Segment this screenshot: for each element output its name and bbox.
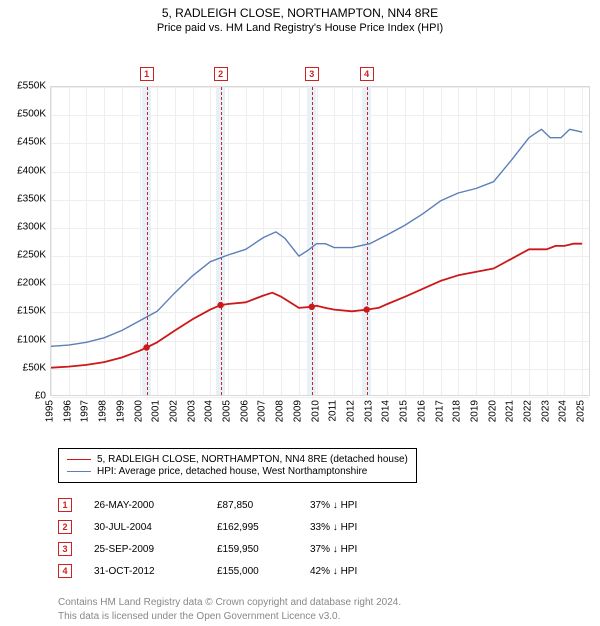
sale-marker-label: 1	[140, 67, 154, 81]
sales-row-marker: 1	[58, 498, 72, 512]
x-tick-label: 2000	[133, 400, 144, 422]
sales-row-diff: 37% ↓ HPI	[310, 544, 410, 555]
y-tick-label: £400K	[17, 165, 46, 176]
y-tick-label: £350K	[17, 193, 46, 204]
sales-table: 1 26-MAY-2000 £87,850 37% ↓ HPI 2 30-JUL-2004…	[58, 494, 410, 582]
y-tick-label: £200K	[17, 278, 46, 289]
sales-row-date: 26-MAY-2000	[94, 500, 199, 511]
x-tick-label: 2024	[558, 400, 569, 422]
chart-title: 5, RADLEIGH CLOSE, NORTHAMPTON, NN4 8RE	[0, 6, 600, 20]
x-tick-label: 2021	[505, 400, 516, 422]
sales-row-marker: 2	[58, 520, 72, 534]
sale-point	[143, 344, 149, 350]
legend-label: 5, RADLEIGH CLOSE, NORTHAMPTON, NN4 8RE …	[97, 454, 408, 465]
sales-row-price: £87,850	[217, 500, 292, 511]
sales-row-price: £159,950	[217, 544, 292, 555]
x-tick-label: 1998	[98, 400, 109, 422]
sales-row-price: £155,000	[217, 566, 292, 577]
y-tick-label: £250K	[17, 250, 46, 261]
sales-row-marker: 3	[58, 542, 72, 556]
sale-point	[364, 306, 370, 312]
sales-table-row: 2 30-JUL-2004 £162,995 33% ↓ HPI	[58, 516, 410, 538]
x-tick-label: 2018	[452, 400, 463, 422]
y-tick-label: £50K	[23, 362, 46, 373]
y-tick-label: £450K	[17, 137, 46, 148]
sales-row-date: 31-OCT-2012	[94, 566, 199, 577]
sales-row-price: £162,995	[217, 522, 292, 533]
legend-row: HPI: Average price, detached house, West…	[67, 466, 408, 477]
x-tick-label: 2002	[168, 400, 179, 422]
sales-table-row: 3 25-SEP-2009 £159,950 37% ↓ HPI	[58, 538, 410, 560]
x-tick-label: 1997	[80, 400, 91, 422]
sale-marker-label: 4	[360, 67, 374, 81]
x-tick-label: 2014	[381, 400, 392, 422]
legend-swatch	[67, 459, 91, 460]
x-tick-label: 2012	[345, 400, 356, 422]
x-tick-label: 2001	[151, 400, 162, 422]
sale-marker-label: 3	[305, 67, 319, 81]
x-tick-label: 1996	[62, 400, 73, 422]
legend-row: 5, RADLEIGH CLOSE, NORTHAMPTON, NN4 8RE …	[67, 454, 408, 465]
x-tick-label: 1999	[115, 400, 126, 422]
y-tick-label: £550K	[17, 81, 46, 92]
series-hpi	[51, 129, 582, 346]
x-tick-label: 2013	[363, 400, 374, 422]
x-tick-label: 2009	[292, 400, 303, 422]
y-tick-label: £300K	[17, 221, 46, 232]
x-tick-label: 2004	[204, 400, 215, 422]
chart-subtitle: Price paid vs. HM Land Registry's House …	[0, 22, 600, 34]
sales-row-marker: 4	[58, 564, 72, 578]
sales-row-diff: 42% ↓ HPI	[310, 566, 410, 577]
y-tick-label: £150K	[17, 306, 46, 317]
x-tick-label: 2023	[540, 400, 551, 422]
x-tick-label: 2008	[275, 400, 286, 422]
sales-row-date: 25-SEP-2009	[94, 544, 199, 555]
x-tick-label: 2025	[576, 400, 587, 422]
sale-point	[309, 304, 315, 310]
y-tick-label: £100K	[17, 334, 46, 345]
x-tick-label: 2020	[487, 400, 498, 422]
x-tick-label: 2019	[469, 400, 480, 422]
legend-swatch	[67, 471, 91, 472]
x-tick-label: 2016	[416, 400, 427, 422]
plot-area: 1234	[50, 86, 590, 396]
x-tick-label: 2015	[399, 400, 410, 422]
legend-label: HPI: Average price, detached house, West…	[97, 466, 367, 477]
sale-point	[217, 302, 223, 308]
x-tick-label: 2011	[328, 400, 339, 422]
x-tick-label: 2006	[239, 400, 250, 422]
sales-table-row: 4 31-OCT-2012 £155,000 42% ↓ HPI	[58, 560, 410, 582]
x-tick-label: 2003	[186, 400, 197, 422]
x-tick-label: 2005	[222, 400, 233, 422]
x-tick-label: 2007	[257, 400, 268, 422]
sales-row-diff: 33% ↓ HPI	[310, 522, 410, 533]
x-tick-label: 2010	[310, 400, 321, 422]
y-tick-label: £500K	[17, 109, 46, 120]
sales-table-row: 1 26-MAY-2000 £87,850 37% ↓ HPI	[58, 494, 410, 516]
chart-svg	[51, 87, 591, 397]
x-tick-label: 2017	[434, 400, 445, 422]
legend: 5, RADLEIGH CLOSE, NORTHAMPTON, NN4 8RE …	[58, 448, 417, 483]
sales-row-date: 30-JUL-2004	[94, 522, 199, 533]
series-property	[51, 244, 582, 368]
x-tick-label: 2022	[523, 400, 534, 422]
license-text: Contains HM Land Registry data © Crown c…	[58, 596, 488, 623]
sales-row-diff: 37% ↓ HPI	[310, 500, 410, 511]
x-tick-label: 1995	[45, 400, 56, 422]
sale-marker-label: 2	[214, 67, 228, 81]
